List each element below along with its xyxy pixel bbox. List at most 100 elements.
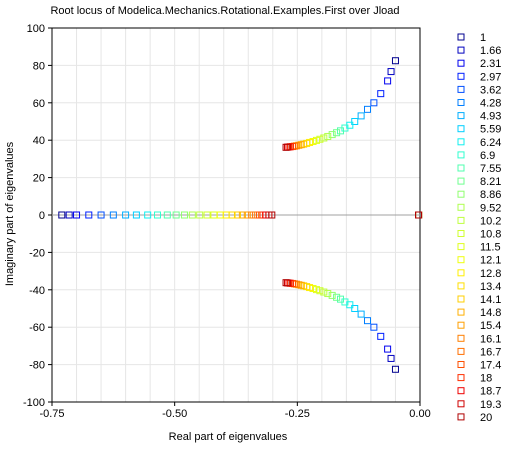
legend-marker [457,374,465,382]
legend-marker [457,112,465,120]
legend-label: 15.4 [480,320,501,332]
data-point [357,310,365,318]
data-point [85,211,93,219]
legend-label: 16.7 [480,346,501,358]
legend-label: 16.1 [480,333,501,345]
data-point [351,305,359,312]
legend-marker [457,256,465,264]
legend-marker [457,400,465,408]
data-point [196,211,204,219]
y-axis-label: Imaginary part of eigenvalues [4,141,16,286]
data-point [337,127,345,135]
data-point [351,118,359,125]
legend-marker [457,203,465,211]
legend-label: 10.8 [480,229,501,241]
data-point [109,211,117,219]
y-tick-label: 100 [27,23,45,35]
legend-marker [457,216,465,224]
data-point [228,211,236,219]
legend: 11.662.312.973.62 4.284.935.596.246.97.55… [457,32,501,424]
legend-label: 12.1 [480,255,501,267]
legend-label: 13.4 [480,281,501,293]
y-tick-label: 60 [33,98,45,110]
data-point [188,211,196,219]
legend-marker [457,138,465,146]
y-tick-label: -100 [23,397,45,409]
data-point [384,345,392,353]
legend-label: 17.4 [480,360,501,372]
data-point [337,295,345,303]
legend-label: 6.24 [480,137,501,149]
data-points [58,57,423,373]
legend-marker [457,190,465,198]
y-tick-label: -40 [29,285,45,297]
legend-label: 1 [480,32,486,44]
data-point [387,354,395,362]
data-point [132,211,140,219]
legend-marker [457,85,465,93]
legend-marker [457,321,465,329]
legend-marker [457,269,465,277]
data-point [122,211,130,219]
data-point [163,211,171,219]
y-tick-label: 80 [33,60,45,72]
legend-marker [457,151,465,159]
legend-marker [457,387,465,395]
legend-label: 2.97 [480,71,501,83]
data-point [391,57,399,65]
data-point [320,134,328,142]
legend-label: 12.8 [480,268,501,280]
data-point [324,132,332,140]
legend-label: 18 [480,373,492,385]
data-point [333,129,341,137]
data-point [97,211,105,219]
legend-label: 8.86 [480,189,501,201]
x-tick-label: -0.25 [285,408,310,420]
data-point [243,211,251,219]
legend-marker [457,413,465,421]
data-point [65,211,73,219]
data-point [238,211,246,219]
data-point [252,211,260,219]
data-point [370,99,378,107]
data-point [233,211,241,219]
legend-label: 8.21 [480,176,501,188]
legend-label: 11.5 [480,242,501,254]
legend-marker [457,282,465,290]
data-point [282,143,290,151]
legend-label: 14.1 [480,294,501,306]
legend-marker [457,347,465,355]
legend-label: 4.93 [480,111,501,123]
legend-label: 7.55 [480,163,501,175]
data-point [297,141,305,149]
legend-label: 9.52 [480,202,501,214]
x-tick-label: -0.75 [39,408,64,420]
data-point [370,323,378,331]
data-point [180,211,188,219]
legend-marker [457,177,465,185]
data-point [387,68,395,76]
data-point [320,288,328,296]
tick-labels: -100 -80 -60 -40 -20 0 20 40 60 80 100 -0.75 -0.50 -0… [23,23,431,420]
legend-label: 1.66 [480,45,501,57]
y-tick-label: 40 [33,135,45,147]
data-point [324,290,332,298]
x-axis-label: Real part of eigenvalues [169,431,288,443]
legend-label: 3.62 [480,84,501,96]
legend-marker [457,295,465,303]
data-point [73,211,81,219]
data-point [357,112,365,120]
legend-marker [457,308,465,316]
legend-label: 2.31 [480,58,501,70]
data-point [58,211,66,219]
data-point [377,90,385,98]
data-point [144,211,152,219]
legend-label: 5.59 [480,124,501,136]
legend-marker [457,72,465,80]
legend-marker [457,243,465,251]
legend-marker [457,230,465,237]
legend-marker [457,164,465,172]
y-tick-label: -80 [29,360,45,372]
legend-label: 20 [480,412,492,424]
data-point [297,281,305,289]
